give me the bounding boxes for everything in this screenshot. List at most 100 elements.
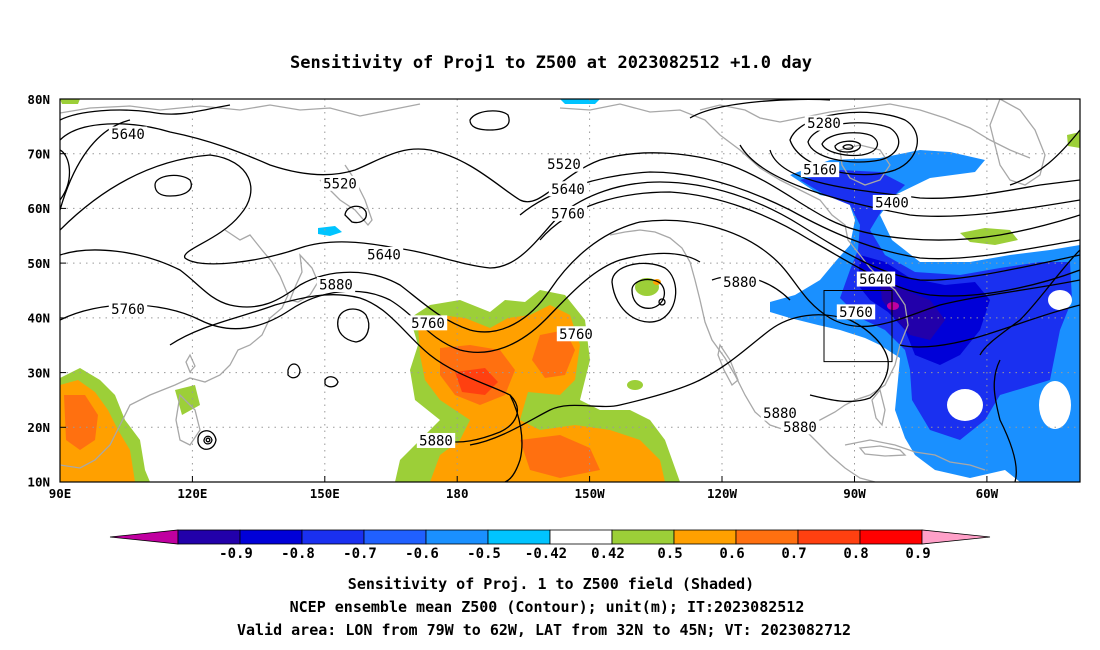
lon-label: 120E (177, 486, 207, 501)
contour-label-text: 5640 (859, 272, 893, 288)
lat-label: 60N (27, 201, 50, 216)
contour-label: 5160 (800, 162, 840, 179)
colorbar-tick-label: -0.5 (467, 546, 501, 562)
contour-5220 (821, 132, 879, 157)
contour-5520 (60, 123, 1080, 241)
contour-label: 5280 (804, 115, 844, 132)
low-alaska-inner (631, 278, 666, 309)
longitude-labels: 90E 120E 150E 180 150W 120W 90W 60W (49, 486, 999, 501)
baja (717, 343, 739, 387)
colorbar-tick-label: 0.9 (905, 546, 930, 562)
north-america-coast (559, 103, 909, 431)
negative-sensitivity-peak (880, 282, 945, 340)
contour-5640 (60, 119, 1080, 281)
colorbar-swatch (859, 529, 923, 545)
coastlines (60, 99, 1046, 482)
contour-5880 (169, 294, 1080, 446)
low-philippines-outer (197, 430, 217, 450)
colorbar-high-end (921, 529, 991, 545)
contour-label-text: 5160 (803, 163, 837, 179)
greenland (989, 99, 1046, 186)
footer-line-2: NCEP ensemble mean Z500 (Contour); unit(… (290, 598, 805, 616)
colorbar-tick-label: 0.8 (843, 546, 868, 562)
taiwan (185, 353, 196, 374)
contour-label-text: 5520 (323, 176, 357, 192)
lat-label: 70N (27, 147, 50, 162)
low-philippines-inner (203, 435, 213, 445)
colorbar (109, 529, 991, 545)
lon-label: 150W (575, 486, 606, 501)
low-siberia (154, 174, 192, 197)
lon-label: 60W (976, 486, 999, 501)
valid-area-box (823, 290, 893, 363)
low-small-1 (287, 363, 301, 379)
lon-label: 150E (310, 486, 340, 501)
lon-label: 180 (446, 486, 469, 501)
philippines (175, 393, 201, 446)
contour-label-text: 5640 (551, 182, 585, 198)
low-small-2 (324, 376, 339, 388)
contour-label-text: 5880 (419, 433, 453, 449)
contour-label-text: 5520 (547, 157, 581, 173)
caribbean (844, 439, 986, 471)
japan-islands (289, 253, 319, 303)
contour-5820-atlantic (979, 249, 1080, 356)
contour-label-text: 5640 (367, 247, 401, 263)
z500-contours (60, 99, 1080, 482)
low-alaska-outer (611, 262, 677, 323)
central-america (799, 424, 876, 482)
colorbar-swatch (425, 529, 489, 545)
lon-label: 90E (49, 486, 72, 501)
colorbar-swatch (363, 529, 427, 545)
contour-label-text: 5880 (763, 406, 797, 422)
footer-line-1: Sensitivity of Proj. 1 to Z500 field (Sh… (348, 575, 754, 593)
colorbar-swatch (301, 529, 365, 545)
contour-label-text: 5640 (111, 127, 145, 143)
contour-label-text: 5760 (559, 327, 593, 343)
colorbar-low-end (109, 529, 179, 545)
colorbar-tick-label: -0.42 (525, 546, 567, 562)
colorbar-swatch (239, 529, 303, 545)
contour-label: 5880 (316, 277, 356, 294)
lat-label: 50N (27, 256, 50, 271)
contour-label: 5760 (548, 205, 588, 222)
asia-coast (60, 103, 421, 469)
colorbar-labels: -0.9 -0.8 -0.7 -0.6 -0.5 -0.42 0.42 0.5 0.6 0.7 0.… (219, 546, 931, 562)
contour-5160-core (842, 144, 854, 150)
contour-label: 5760 (108, 301, 148, 318)
lat-label: 10N (27, 475, 50, 490)
lat-label: 30N (27, 365, 50, 380)
contour-label-text: 5880 (723, 275, 757, 291)
colorbar-tick-label: -0.8 (281, 546, 315, 562)
contour-label-text: 5760 (411, 316, 445, 332)
contour-5160-inner (834, 140, 861, 153)
colorbar-swatch (487, 529, 551, 545)
colorbar-swatch (673, 529, 737, 545)
contour-label: 5880 (760, 405, 800, 422)
contour-5700 (539, 191, 1080, 297)
contour-label: 5880 (416, 432, 456, 449)
low-aleutian-1 (337, 308, 370, 343)
contour-label: 5880 (780, 419, 820, 436)
map-title: Sensitivity of Proj1 to Z500 at 20230825… (290, 53, 812, 73)
contour-label: 5640 (856, 271, 896, 288)
colorbar-tick-label: 0.7 (781, 546, 806, 562)
colorbar-swatch (549, 529, 613, 545)
contour-south-5880-a (504, 394, 523, 482)
contour-5580 (519, 171, 1080, 260)
contour-labels: 5640 5520 5640 5880 5760 5760 5880 5520 5640 5760… (108, 115, 912, 449)
contour-label: 5640 (108, 126, 148, 143)
low-aleutian-2 (469, 110, 510, 131)
colorbar-swatch (735, 529, 799, 545)
contour-label: 5520 (544, 156, 584, 173)
hudson-bay (839, 144, 891, 186)
map-frame (59, 98, 1081, 483)
lon-label: 120W (707, 486, 738, 501)
contour-label-text: 5760 (111, 302, 145, 318)
footer-line-3: Valid area: LON from 79W to 62W, LAT fro… (237, 621, 851, 639)
contour-label-text: 5280 (807, 116, 841, 132)
contour-label: 5760 (836, 304, 876, 321)
colorbar-tick-label: 0.6 (719, 546, 744, 562)
cuba (858, 445, 907, 457)
